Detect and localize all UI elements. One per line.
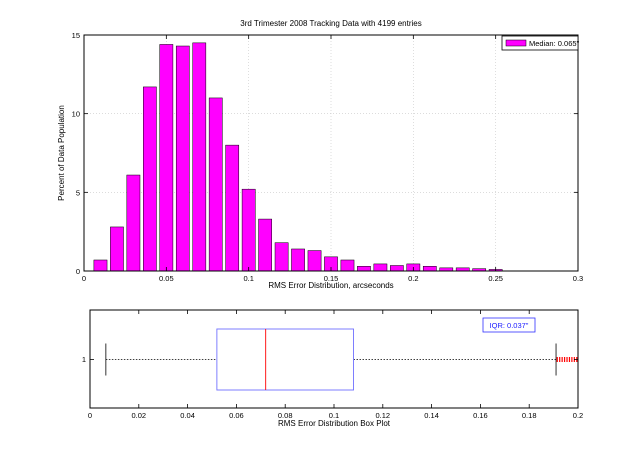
boxplot-x-tick-label: 0.06 <box>229 411 244 420</box>
histogram-bar <box>340 259 355 272</box>
boxplot-x-tick-label: 0.02 <box>131 411 146 420</box>
histogram-bars <box>93 42 503 272</box>
histogram-legend: Median: 0.065" <box>501 35 580 51</box>
iqr-box <box>216 328 354 391</box>
boxplot-panel: 0 0.02 0.04 0.06 0.08 0.1 0.12 0.14 0.16 0.18 0.2 … <box>82 309 583 428</box>
histogram-x-tick-label: 0.05 <box>159 274 174 283</box>
histogram-y-tick-label: 5 <box>76 188 80 197</box>
boxplot-x-label: RMS Error Distribution Box Plot <box>278 419 391 428</box>
histogram-x-tick-label: 0 <box>82 274 86 283</box>
histogram-bar <box>274 242 289 272</box>
legend-label: Median: 0.065" <box>529 39 580 48</box>
histogram-bar <box>110 226 124 272</box>
histogram-bar <box>307 250 322 272</box>
boxplot-x-tick-label: 0.14 <box>424 411 439 420</box>
legend-swatch <box>505 39 527 47</box>
histogram-y-tick-label: 15 <box>72 31 80 40</box>
histogram-x-ticks: 0 0.05 0.1 0.15 0.2 0.25 0.3 <box>82 35 583 283</box>
iqr-annotation: IQR: 0.037" <box>482 317 536 333</box>
histogram-y-tick-label: 0 <box>76 267 80 276</box>
histogram-bar <box>175 45 190 272</box>
histogram-bar <box>258 218 272 272</box>
histogram-bar <box>159 44 174 272</box>
histogram-x-tick-label: 0.1 <box>243 274 253 283</box>
histogram-bar <box>208 97 223 272</box>
histogram-bar <box>225 144 240 272</box>
histogram-bar <box>126 174 141 272</box>
histogram-bar <box>143 86 157 272</box>
histogram-bar <box>422 266 437 272</box>
histogram-x-tick-label: 0.3 <box>573 274 583 283</box>
boxplot-x-ticks: 0 0.02 0.04 0.06 0.08 0.1 0.12 0.14 0.16 0.18 0.2 <box>88 310 583 420</box>
boxplot-x-tick-label: 0.04 <box>180 411 195 420</box>
histogram-bar <box>373 263 388 272</box>
iqr-annotation-text: IQR: 0.037" <box>490 321 529 330</box>
legend-box <box>501 35 579 51</box>
histogram-bar <box>357 266 371 272</box>
histogram-x-tick-label: 0.25 <box>488 274 503 283</box>
boxplot-x-tick-label: 0.08 <box>278 411 293 420</box>
iqr-annotation-box <box>482 317 536 333</box>
histogram-bar <box>192 42 207 272</box>
boxplot-x-tick-label: 0.1 <box>329 411 339 420</box>
histogram-bar <box>241 188 256 272</box>
boxplot-x-tick-label: 0.16 <box>473 411 488 420</box>
histogram-bar <box>93 259 108 272</box>
histogram-x-tick-label: 0.15 <box>324 274 339 283</box>
histogram-y-ticks: 0 5 10 15 <box>72 31 578 276</box>
histogram-y-tick-label: 10 <box>72 110 80 119</box>
boxplot-x-tick-label: 0.2 <box>573 411 583 420</box>
boxplot-x-tick-label: 0.12 <box>375 411 390 420</box>
histogram-x-label: RMS Error Distribution, arcseconds <box>268 281 393 290</box>
histogram-panel: 0 0.05 0.1 0.15 0.2 0.25 0.3 0 5 10 15 3rd Trimes… <box>57 19 583 290</box>
boxplot-x-tick-label: 0.18 <box>522 411 537 420</box>
boxplot-y-tick-label: 1 <box>82 355 86 364</box>
boxplot-x-tick-label: 0 <box>88 411 92 420</box>
histogram-x-tick-label: 0.2 <box>408 274 418 283</box>
histogram-bar <box>390 265 404 272</box>
histogram-bar <box>291 248 305 272</box>
histogram-title: 3rd Trimester 2008 Tracking Data with 41… <box>240 19 421 28</box>
histogram-y-label: Percent of Data Population <box>57 105 66 201</box>
